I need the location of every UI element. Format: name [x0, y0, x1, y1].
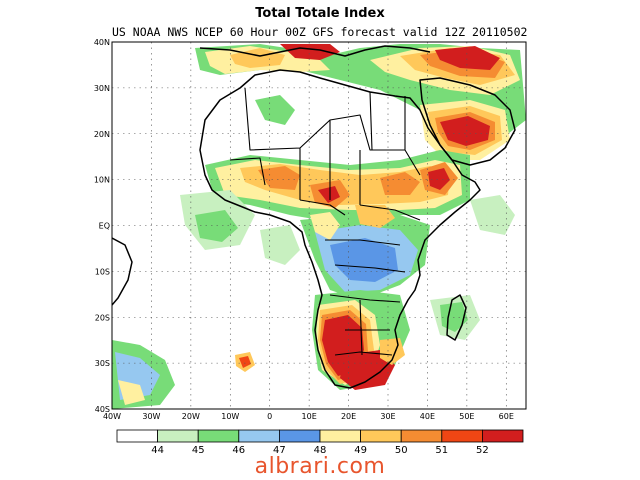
- field-patch-central-darkblue: [330, 238, 398, 282]
- colorbar-label: 52: [476, 445, 489, 456]
- latitude-label: 40N: [94, 38, 110, 47]
- country-borders: [229, 87, 421, 356]
- arabia-outline: [419, 77, 516, 166]
- field-patch-ne-green: [470, 195, 515, 235]
- latitude-label: 20N: [94, 130, 110, 139]
- madagascar-outline: [446, 294, 467, 341]
- field-patch-arabia-red: [440, 116, 490, 146]
- chart-title: Total Totale Index: [255, 6, 385, 21]
- watermark: albrari.com: [254, 454, 386, 479]
- europe-coast: [199, 45, 431, 57]
- longitude-label: 40E: [420, 412, 435, 421]
- longitude-label: 60E: [499, 412, 514, 421]
- field-patch-med-red: [280, 44, 340, 60]
- longitude-label: 30W: [142, 412, 160, 421]
- colorbar-swatch: [157, 429, 199, 443]
- colorbar-swatch: [238, 429, 280, 443]
- field-patch-south-red-2: [340, 350, 395, 390]
- colorbar-swatch: [441, 429, 483, 443]
- colorbar-label: 45: [192, 445, 205, 456]
- colorbar-label: 50: [395, 445, 408, 456]
- field-patch-sahel-red-2: [318, 186, 340, 203]
- colorbar: 44 45 46 47 48 49 50 51 52: [116, 429, 524, 456]
- field-patch-central-orange: [355, 205, 395, 228]
- index-field: [112, 42, 526, 409]
- field-patch-sahel-darkorange: [258, 166, 300, 190]
- field-patch-sa-red: [239, 356, 251, 368]
- field-patch-sahel-red: [428, 168, 450, 190]
- longitude-label: 0: [267, 412, 272, 421]
- longitude-label: 20E: [341, 412, 356, 421]
- colorbar-label: 48: [314, 445, 327, 456]
- latitude-labels: 40N 30N 20N 10N EQ 10S 20S 30S 40S: [94, 38, 110, 414]
- field-patch-south-orange-2: [380, 338, 405, 365]
- latitude-label: 30N: [94, 84, 110, 93]
- colorbar-label: 47: [273, 445, 286, 456]
- chart-subtitle: US NOAA NWS NCEP 60 Hour 00Z GFS forecas…: [112, 25, 528, 39]
- longitude-label: 20W: [182, 412, 200, 421]
- longitude-labels: 40W 30W 20W 10W 0 10E 20E 30E 40E 50E 60E: [103, 412, 514, 421]
- latitude-label: 30S: [95, 359, 110, 368]
- coastlines: [112, 45, 516, 389]
- colorbar-swatch: [319, 429, 361, 443]
- colorbar-label: 44: [151, 445, 164, 456]
- longitude-label: 30E: [380, 412, 395, 421]
- longitude-label: 10E: [302, 412, 317, 421]
- map-frame: [111, 41, 527, 410]
- south-america-coast: [112, 237, 133, 306]
- field-patch-sahel-darkorange-3: [380, 172, 420, 195]
- colorbar-swatch: [360, 429, 402, 443]
- colorbar-swatch: [400, 429, 443, 443]
- longitude-label: 50E: [459, 412, 474, 421]
- colorbar-swatch: [481, 429, 524, 443]
- longitude-label: 40W: [103, 412, 121, 421]
- latitude-label: 40S: [95, 405, 110, 414]
- field-patch-east-med-red: [435, 46, 500, 70]
- field-patch-atlantic-green-2: [195, 210, 238, 242]
- field-patch-sw-yellow: [118, 380, 145, 405]
- field-patch-central-yellow: [310, 212, 340, 240]
- latitude-label: 20S: [95, 313, 110, 322]
- colorbar-swatch: [278, 429, 321, 443]
- colorbar-swatch: [116, 429, 158, 443]
- africa-outline: [199, 69, 481, 389]
- field-patch-sahara-green: [255, 95, 295, 125]
- latitude-label: 10N: [94, 176, 110, 185]
- latitude-label: EQ: [99, 222, 110, 231]
- colorbar-swatch: [197, 429, 240, 443]
- colorbar-label: 49: [354, 445, 367, 456]
- colorbar-label: 46: [232, 445, 245, 456]
- colorbar-label: 51: [435, 445, 448, 456]
- latitude-label: 10S: [95, 267, 110, 276]
- longitude-label: 10W: [221, 412, 239, 421]
